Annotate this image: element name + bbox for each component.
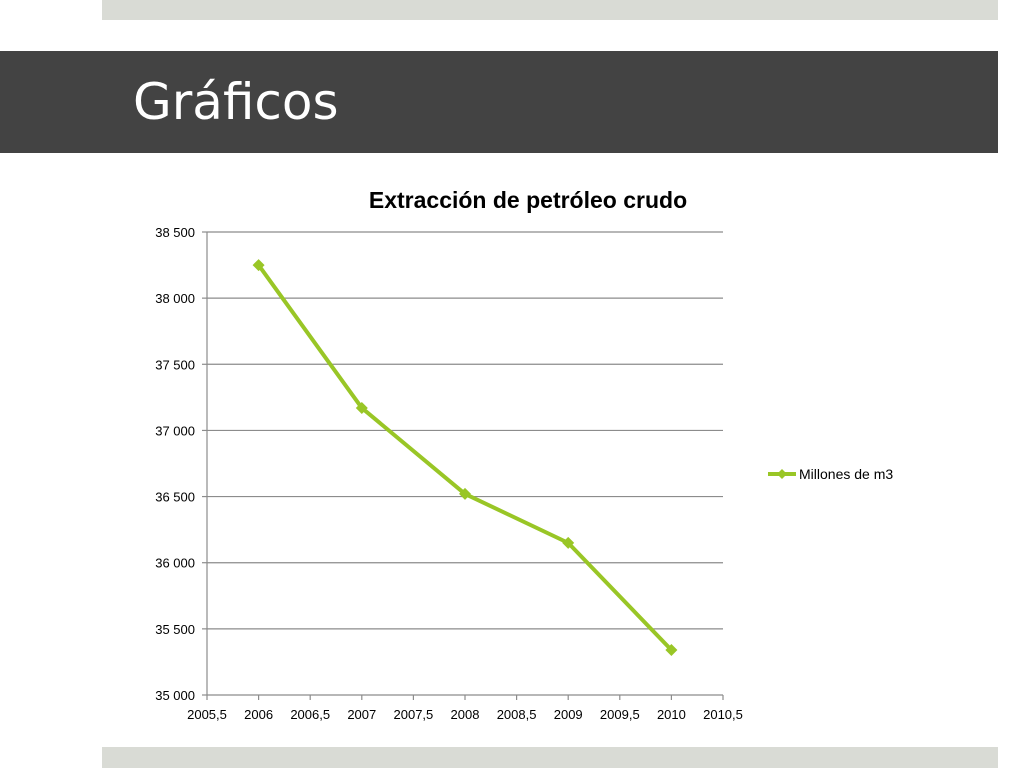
y-tick-label: 37 000: [155, 423, 195, 438]
x-tick-label: 2007: [347, 707, 376, 722]
title-band: [0, 51, 998, 153]
data-point: [562, 536, 575, 549]
legend-marker: [777, 469, 787, 479]
x-tick-label: 2007,5: [394, 707, 434, 722]
data-point: [252, 259, 265, 272]
x-tick-label: 2009,5: [600, 707, 640, 722]
x-tick-label: 2008,5: [497, 707, 537, 722]
top-accent-bar: [102, 0, 998, 20]
y-tick-label: 35 500: [155, 622, 195, 637]
data-point: [355, 401, 368, 414]
x-tick-label: 2010: [657, 707, 686, 722]
x-tick-label: 2009: [554, 707, 583, 722]
data-point: [665, 644, 678, 657]
legend: Millones de m3: [768, 466, 893, 482]
y-tick-label: 35 000: [155, 688, 195, 703]
series-line: [256, 263, 674, 653]
legend-label: Millones de m3: [799, 466, 893, 482]
y-tick-label: 38 000: [155, 291, 195, 306]
chart-title: Extracción de petróleo crudo: [369, 187, 687, 213]
y-tick-label: 36 500: [155, 490, 195, 505]
y-tick-label: 36 000: [155, 556, 195, 571]
data-point: [459, 487, 471, 500]
x-tick-label: 2006: [244, 707, 273, 722]
x-tick-label: 2006,5: [290, 707, 330, 722]
slide-title: Gráficos: [133, 73, 339, 131]
y-tick-label: 37 500: [155, 357, 195, 372]
x-tick-label: 2010,5: [703, 707, 743, 722]
series-layer: [252, 259, 678, 657]
bottom-accent-bar: [102, 747, 998, 768]
axes: 35 000 35 500 36 000 36 500 37 000 37 500 38 0…: [155, 225, 743, 722]
grid-lines: [207, 231, 723, 630]
x-tick-label: 2008: [451, 707, 480, 722]
x-tick-label: 2005,5: [187, 707, 227, 722]
y-tick-label: 38 500: [155, 225, 195, 240]
